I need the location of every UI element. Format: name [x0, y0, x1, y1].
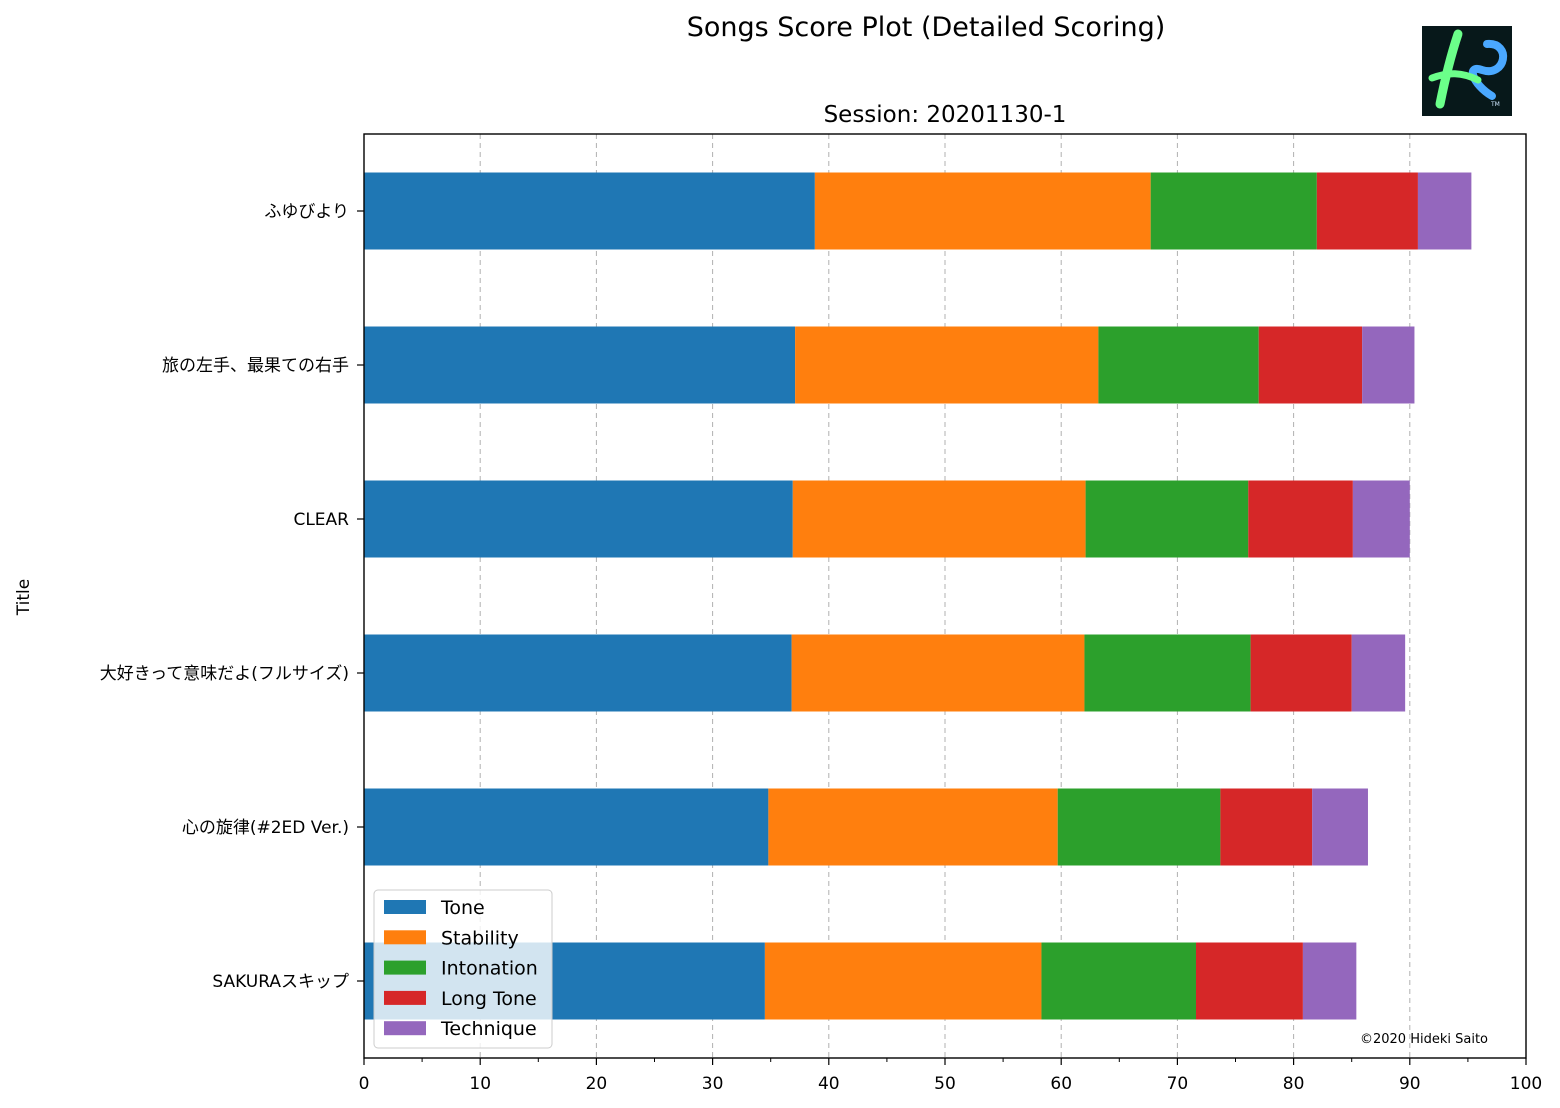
bar-stability — [791, 634, 1085, 712]
bar-intonation — [1150, 172, 1317, 250]
bar-technique — [1352, 480, 1410, 558]
legend-label: Tone — [440, 897, 485, 919]
x-tick-label: 20 — [586, 1074, 608, 1094]
x-tick-label: 50 — [934, 1074, 956, 1094]
bar-tone — [364, 326, 796, 404]
x-tick-label: 0 — [359, 1074, 370, 1094]
bar-intonation — [1057, 788, 1221, 866]
bar-intonation — [1098, 326, 1259, 404]
legend-label: Stability — [441, 927, 519, 949]
y-tick-label: 旅の左手、最果ての右手 — [162, 356, 349, 376]
bar-stability — [768, 788, 1058, 866]
bar-technique — [1417, 172, 1472, 250]
legend-swatch — [384, 900, 426, 914]
x-tick-label: 70 — [1167, 1074, 1189, 1094]
x-tick-label: 10 — [469, 1074, 491, 1094]
legend-label: Intonation — [441, 958, 538, 980]
y-tick-label: 大好きって意味だよ(フルサイズ) — [100, 664, 349, 684]
y-tick-label: SAKURAスキップ — [212, 972, 349, 992]
x-tick-label: 40 — [818, 1074, 840, 1094]
bar-stability — [764, 942, 1042, 1020]
bar-stability — [814, 172, 1151, 250]
x-tick-label: 80 — [1283, 1074, 1305, 1094]
legend-swatch — [384, 960, 426, 975]
bar-long-tone — [1258, 326, 1363, 404]
bar-long-tone — [1248, 480, 1353, 558]
x-tick-label: 90 — [1399, 1074, 1421, 1094]
legend-swatch — [384, 990, 426, 1005]
legend: Tone Stability Intonation Long Tone Techniqu… — [373, 889, 553, 1049]
bar-intonation — [1041, 942, 1196, 1020]
stylized-s-logo-icon: TM — [1422, 26, 1512, 116]
bar-long-tone — [1250, 634, 1352, 712]
bar-technique — [1351, 634, 1406, 712]
svg-text:TM: TM — [1490, 101, 1500, 108]
bar-intonation — [1085, 480, 1249, 558]
bar-tone — [364, 788, 769, 866]
bar-long-tone — [1195, 942, 1303, 1020]
y-axis-label: Title — [14, 579, 34, 616]
legend-frame — [373, 889, 553, 1049]
x-tick-label: 100 — [1510, 1074, 1542, 1094]
chart-title: Session: 20201130-1 — [824, 102, 1067, 128]
legend-swatch — [384, 1021, 426, 1036]
bars — [364, 172, 1472, 1020]
bar-technique — [1362, 326, 1415, 404]
bar-long-tone — [1220, 788, 1313, 866]
bar-stability — [795, 326, 1099, 404]
bar-technique — [1312, 788, 1368, 866]
bar-long-tone — [1316, 172, 1418, 250]
bar-technique — [1302, 942, 1357, 1020]
legend-label: Long Tone — [441, 988, 537, 1010]
bar-stability — [792, 480, 1086, 558]
copyright-text: ©2020 Hideki Saito — [1360, 1032, 1488, 1047]
bar-intonation — [1084, 634, 1251, 712]
x-tick-label: 60 — [1050, 1074, 1072, 1094]
legend-swatch — [384, 930, 426, 945]
bar-tone — [364, 172, 815, 250]
chart-suptitle: Songs Score Plot (Detailed Scoring) — [687, 12, 1166, 43]
y-tick-label: ふゆびより — [264, 202, 349, 222]
y-tick-label: CLEAR — [293, 510, 349, 530]
bar-tone — [364, 480, 793, 558]
legend-label: Technique — [440, 1018, 537, 1040]
y-tick-label: 心の旋律(#2ED Ver.) — [182, 818, 349, 838]
x-tick-label: 30 — [702, 1074, 724, 1094]
x-axis: 0 10 20 30 40 50 60 70 80 90 100 — [359, 1058, 1542, 1094]
bar-tone — [364, 634, 792, 712]
